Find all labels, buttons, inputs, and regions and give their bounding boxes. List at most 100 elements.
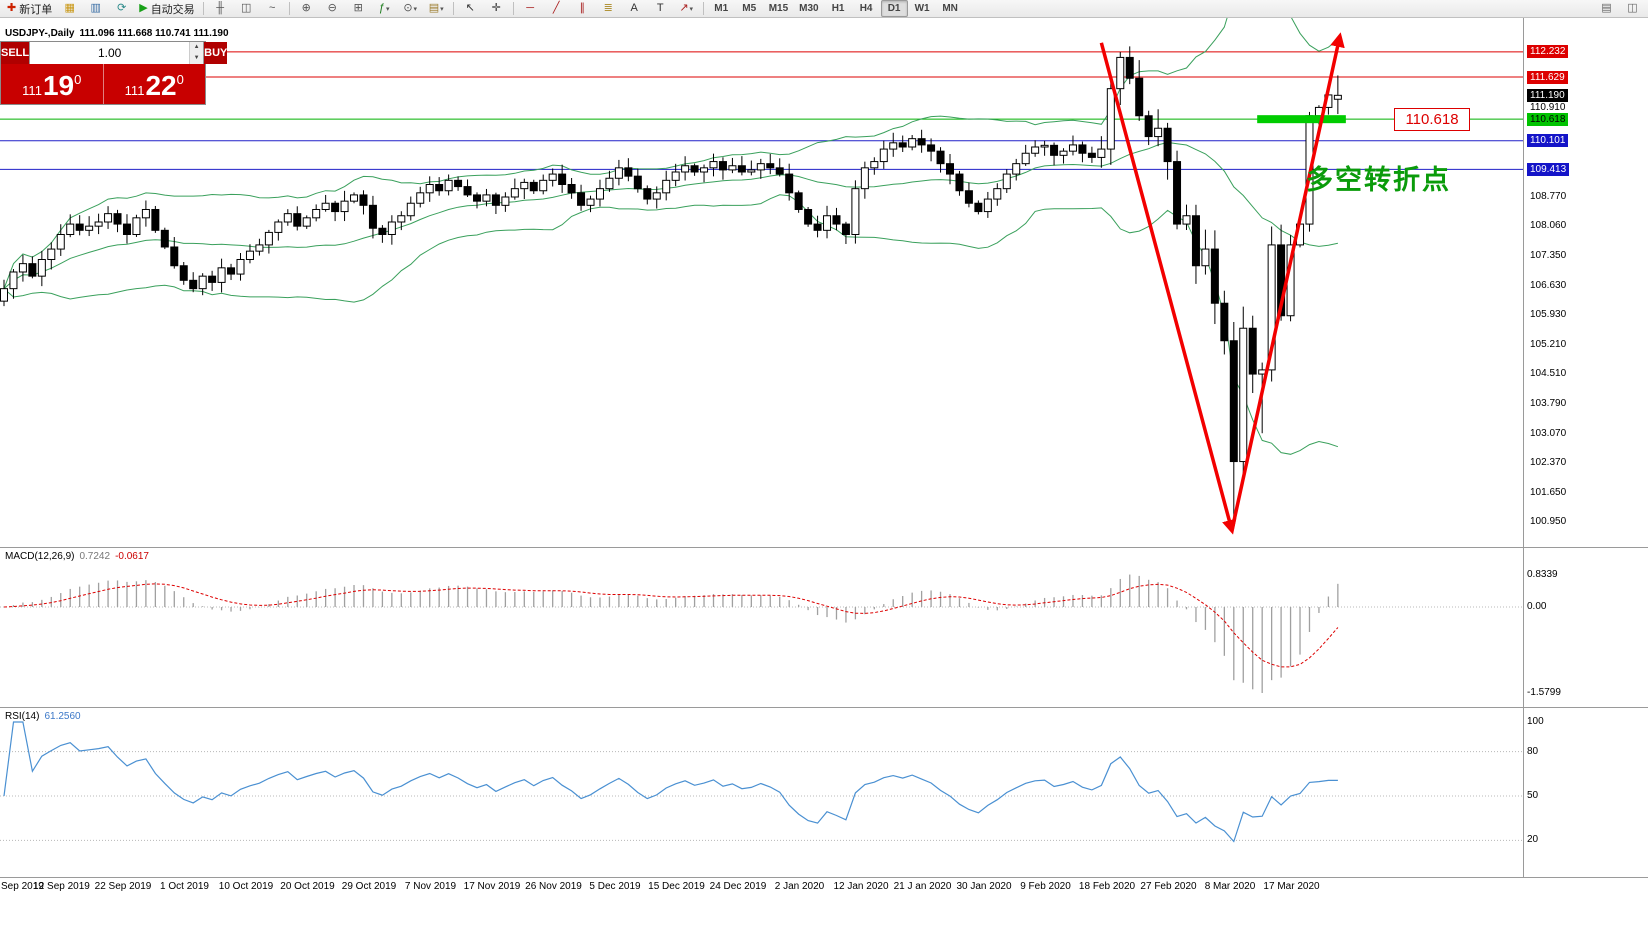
rsi-line: [3, 721, 1338, 843]
volume-increase-button[interactable]: ▲: [190, 42, 204, 53]
refresh-button[interactable]: ⟳: [109, 0, 134, 17]
rsi-indicator-label: RSI(14) 61.2560: [5, 711, 81, 722]
text-icon: A: [630, 2, 638, 14]
chevron-down-icon: ▾: [440, 5, 444, 13]
time-axis-label: 30 Jan 2020: [956, 881, 1012, 892]
zoom-in-button[interactable]: ⊕: [294, 0, 319, 17]
rsi-axis-label: 100: [1527, 716, 1544, 727]
candle-chart-type-button[interactable]: ◫: [234, 0, 259, 17]
tile-windows-button[interactable]: ⊞: [346, 0, 371, 17]
time-axis-label: 15 Dec 2019: [648, 881, 705, 892]
trend-arrows[interactable]: [1099, 32, 1345, 535]
trendline-icon: ╱: [552, 2, 560, 14]
text-button[interactable]: A: [622, 0, 647, 17]
sell-button[interactable]: SELL: [1, 42, 30, 64]
templates-button[interactable]: ▤ ▾: [424, 0, 449, 17]
timeframe-button-d1[interactable]: D1: [880, 0, 908, 17]
price-axis[interactable]: 112.232 111.629 111.190 110.910 110.618 110.1…: [1523, 18, 1648, 877]
trend-arrow[interactable]: [1099, 42, 1237, 535]
time-axis-label: 22 Sep 2019: [94, 881, 152, 892]
chart-window-icon: ▥: [90, 2, 101, 14]
buy-button[interactable]: BUY: [204, 42, 228, 64]
indicators-button[interactable]: ƒ ▾: [372, 0, 397, 17]
price-axis-label: 107.350: [1530, 249, 1567, 261]
bar-chart-type-button[interactable]: ╫: [208, 0, 233, 17]
arrows-icon: ↗: [679, 2, 689, 14]
volume-stepper: ▲ ▼: [189, 42, 204, 64]
level-price-label[interactable]: 110.618: [1394, 108, 1470, 131]
timeframe-button-mn[interactable]: MN: [942, 3, 958, 14]
price-axis-label: 112.232: [1527, 45, 1569, 59]
rsi-panel-canvas[interactable]: [0, 708, 1648, 877]
channel-button[interactable]: ∥: [570, 0, 595, 17]
toolbar-separator: [288, 2, 290, 15]
price-chart-canvas[interactable]: [0, 18, 1648, 548]
panel-splitter[interactable]: [0, 877, 1648, 878]
timeframe-button-w1[interactable]: W1: [914, 3, 930, 14]
bollinger-band-line: [3, 194, 1339, 455]
time-axis-label: 12 Jan 2020: [833, 881, 889, 892]
time-axis-label: 9 Feb 2020: [1020, 881, 1071, 892]
periods-button[interactable]: ⊙ ▾: [398, 0, 423, 17]
arrows-button[interactable]: ↗ ▾: [674, 0, 699, 17]
auto-trading-button[interactable]: ▶ 自动交易: [135, 0, 198, 17]
panel-splitter[interactable]: [0, 547, 1648, 548]
new-order-button-label: 新订单: [19, 3, 53, 16]
macd-axis-label: 0.8339: [1527, 568, 1558, 580]
fibonacci-button[interactable]: ≣: [596, 0, 621, 17]
zoom-out-button[interactable]: ⊖: [320, 0, 345, 17]
trend-arrow[interactable]: [1230, 32, 1345, 531]
panel-splitter[interactable]: [0, 707, 1648, 708]
volume-input[interactable]: [30, 42, 190, 64]
turning-point-annotation[interactable]: 多空转折点: [1306, 165, 1451, 195]
macd-axis-label: -1.5799: [1527, 687, 1561, 698]
timeframe-button-m15[interactable]: M15: [768, 3, 789, 14]
sell-price[interactable]: 111 19 0: [1, 64, 104, 104]
price-axis-label: 111.190: [1527, 88, 1568, 102]
time-axis[interactable]: Sep 2019 12 Sep 2019 22 Sep 2019 1 Oct 2019…: [0, 877, 1648, 895]
chart-symbol-period: USDJPY-,Daily: [5, 28, 75, 39]
new-order-button[interactable]: ✚ 新订单: [3, 0, 56, 17]
chart-window-button[interactable]: ▥: [83, 0, 108, 17]
timeframe-button-m1[interactable]: M1: [714, 3, 729, 14]
price-axis-label: 110.910: [1530, 101, 1566, 113]
buy-price-prefix: 111: [124, 83, 145, 98]
bollinger-band-line: [3, 141, 1339, 290]
time-axis-label: 7 Nov 2019: [404, 881, 457, 892]
volume-decrease-button[interactable]: ▼: [190, 53, 204, 64]
chart-shift-button[interactable]: ◫: [1620, 0, 1645, 17]
channel-icon: ∥: [579, 2, 585, 14]
time-axis-label: 2 Jan 2020: [774, 881, 825, 892]
rsi-axis-label: 80: [1527, 745, 1539, 757]
timeframe-button-m30[interactable]: M30: [799, 3, 819, 14]
support-zone-highlight[interactable]: [1257, 115, 1346, 124]
time-axis-label: 29 Oct 2019: [341, 881, 397, 892]
time-axis-label: 17 Nov 2019: [463, 881, 521, 892]
cursor-button[interactable]: ↖: [458, 0, 483, 17]
market-watch-icon: ▦: [64, 2, 75, 14]
time-axis-label: Sep 2019: [1, 881, 44, 892]
price-axis-label: 110.101: [1527, 134, 1569, 148]
auto-trading-button-label: 自动交易: [150, 3, 195, 16]
candle-chart-type-icon: ◫: [240, 2, 252, 14]
trendline-button[interactable]: ╱: [544, 0, 569, 17]
macd-signal-line: [3, 583, 1339, 668]
crosshair-button[interactable]: ✛: [484, 0, 509, 17]
line-chart-type-button[interactable]: ~: [260, 0, 285, 17]
timeframe-button-m5[interactable]: M5: [742, 3, 757, 14]
rsi-value: 61.2560: [44, 711, 81, 722]
window-list-icon: ▤: [1601, 2, 1612, 14]
timeframe-button-h1[interactable]: H1: [831, 3, 845, 14]
time-axis-label: 8 Mar 2020: [1204, 881, 1256, 892]
label-button[interactable]: T: [648, 0, 673, 17]
market-watch-button[interactable]: ▦: [57, 0, 82, 17]
zoom-out-icon: ⊖: [327, 2, 337, 14]
macd-panel-canvas[interactable]: [0, 548, 1648, 707]
chevron-down-icon: ▾: [689, 5, 694, 13]
buy-price[interactable]: 111 22 0: [104, 64, 206, 104]
chart-title: USDJPY-,Daily 111.096 111.668 110.741 111…: [5, 28, 229, 39]
price-axis-label: 103.070: [1530, 428, 1567, 440]
window-list-button[interactable]: ▤: [1594, 0, 1619, 17]
timeframe-button-h4[interactable]: H4: [859, 3, 873, 14]
horizontal-line-button[interactable]: ─: [518, 0, 543, 17]
